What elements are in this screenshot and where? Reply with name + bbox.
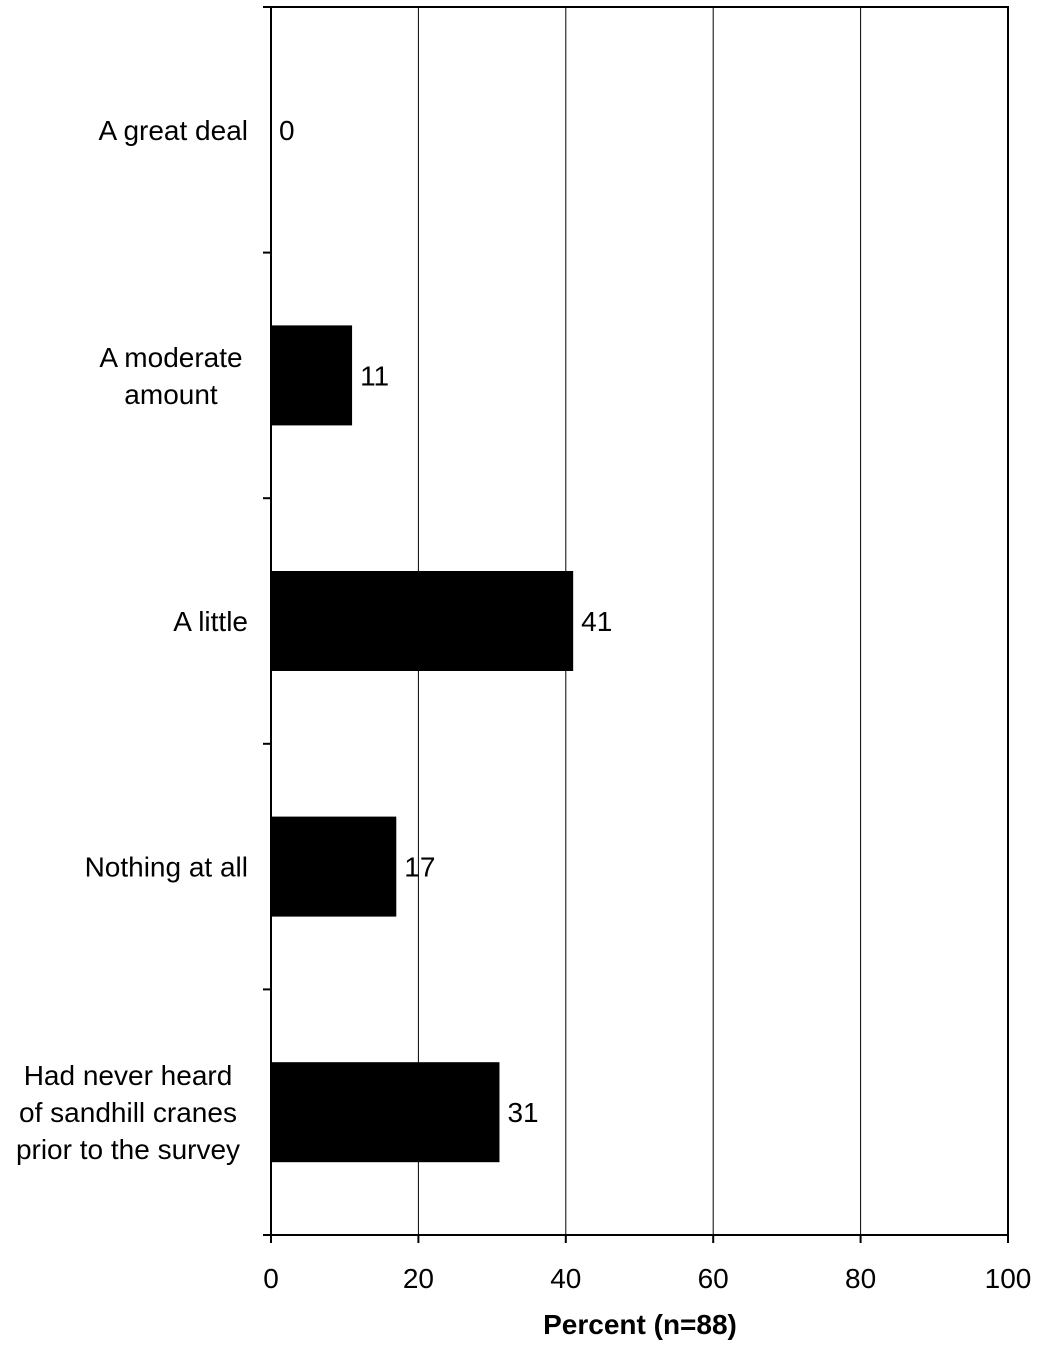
x-axis-ticks bbox=[270, 1235, 1009, 1243]
category-label-0-line-0: A great deal bbox=[99, 115, 248, 146]
category-label-4-line-1: of sandhill cranes bbox=[19, 1097, 237, 1128]
value-label-3: 17 bbox=[404, 852, 435, 883]
x-tick-label-5: 100 bbox=[985, 1263, 1032, 1294]
category-label-4: Had never heard of sandhill cranes prior t… bbox=[16, 1060, 240, 1165]
category-label-2-line-0: A little bbox=[173, 606, 248, 637]
x-tick-label-4: 80 bbox=[845, 1263, 876, 1294]
x-tick-label-0: 0 bbox=[263, 1263, 279, 1294]
bar-2 bbox=[271, 571, 574, 671]
bar-1 bbox=[271, 325, 353, 426]
plot-frame bbox=[270, 6, 1009, 1236]
x-tick-label-2: 40 bbox=[550, 1263, 581, 1294]
value-label-4: 31 bbox=[507, 1097, 538, 1128]
value-label-0: 0 bbox=[279, 115, 295, 146]
value-label-2: 41 bbox=[581, 606, 612, 637]
x-axis-title: Percent (n=88) bbox=[543, 1309, 737, 1340]
bar-4 bbox=[271, 1062, 500, 1163]
x-tick-labels: 0 20 40 60 80 100 bbox=[263, 1263, 1031, 1294]
bars bbox=[271, 325, 574, 1163]
bar-3 bbox=[271, 816, 397, 917]
x-tick-label-3: 60 bbox=[698, 1263, 729, 1294]
x-tick-label-1: 20 bbox=[403, 1263, 434, 1294]
value-label-1: 11 bbox=[360, 360, 389, 391]
category-label-1-line-0: A moderate bbox=[99, 342, 242, 373]
y-axis-ticks bbox=[263, 6, 271, 1236]
category-label-1: A moderate amount bbox=[99, 342, 242, 410]
category-label-4-line-0: Had never heard bbox=[24, 1060, 233, 1091]
value-labels: 0 11 41 17 31 bbox=[279, 115, 612, 1128]
category-label-2: A little bbox=[173, 606, 248, 637]
category-labels: A great deal A moderate amount A little Noth… bbox=[16, 115, 248, 1165]
category-label-4-line-2: prior to the survey bbox=[16, 1134, 240, 1165]
category-label-3-line-0: Nothing at all bbox=[85, 852, 248, 883]
category-label-0: A great deal bbox=[99, 115, 248, 146]
category-label-3: Nothing at all bbox=[85, 852, 248, 883]
category-label-1-line-1: amount bbox=[124, 379, 218, 410]
